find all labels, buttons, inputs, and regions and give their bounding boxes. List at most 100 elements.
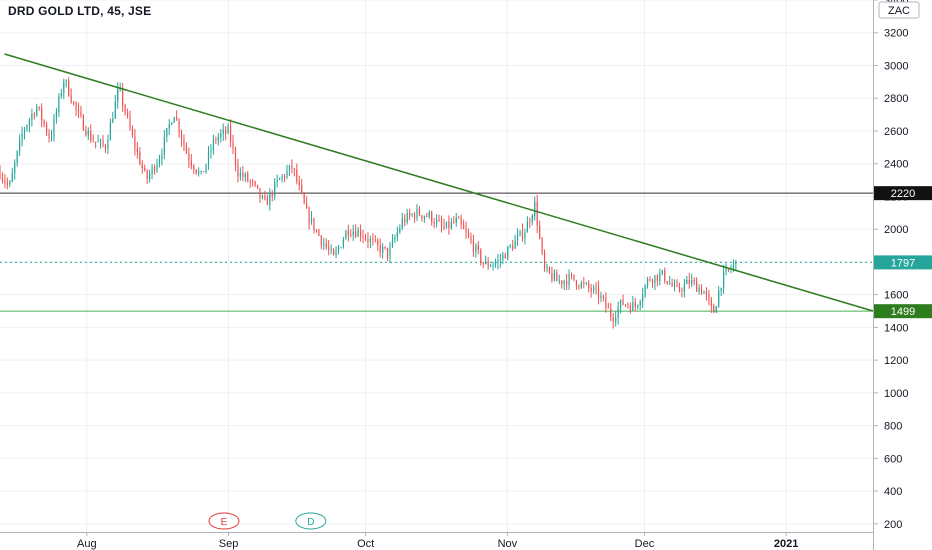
candle-body xyxy=(421,215,423,219)
candle-body xyxy=(156,164,158,171)
candle-body xyxy=(622,299,624,305)
candle-body xyxy=(431,212,433,223)
candle-body xyxy=(359,230,362,237)
candle-body xyxy=(144,168,146,171)
candle-body xyxy=(352,231,354,236)
candle-body xyxy=(673,284,676,286)
candle-body xyxy=(26,125,28,130)
candle-body xyxy=(97,141,99,143)
candle-body xyxy=(225,129,227,134)
candle-body xyxy=(404,218,406,223)
y-tick-label: 1200 xyxy=(884,355,908,367)
candle-body xyxy=(696,281,698,292)
y-tick-label: 2800 xyxy=(884,93,908,105)
candle-body xyxy=(308,208,310,223)
candle-body xyxy=(369,239,371,242)
candle-body xyxy=(104,145,107,149)
candle-body xyxy=(242,172,244,177)
horizontal-levels xyxy=(0,192,873,312)
candle-body xyxy=(296,169,298,182)
candle-body xyxy=(519,230,521,236)
candle-body xyxy=(281,175,283,179)
candle-body xyxy=(423,216,425,219)
candle-body xyxy=(16,151,18,163)
candle-body xyxy=(11,172,13,182)
candle-body xyxy=(607,307,609,309)
candle-body xyxy=(583,282,585,284)
candle-body xyxy=(485,261,487,264)
candle-body xyxy=(46,124,48,133)
candle-body xyxy=(347,230,349,236)
candle-body xyxy=(210,150,212,152)
candle-body xyxy=(698,287,700,292)
y-tick-label: 2400 xyxy=(884,159,908,171)
candle-body xyxy=(102,140,104,146)
candle-body xyxy=(325,243,327,247)
candle-body xyxy=(227,125,229,134)
candle-body xyxy=(666,281,668,284)
candle-body xyxy=(411,214,413,216)
candle-body xyxy=(14,162,16,173)
candle-body xyxy=(686,279,688,285)
candle-body xyxy=(364,237,367,239)
candle-body xyxy=(107,140,109,149)
candle-body xyxy=(85,130,87,135)
candle-body xyxy=(482,262,484,264)
candle-body xyxy=(669,283,671,284)
candle-body xyxy=(161,154,163,160)
candle-body xyxy=(234,148,237,166)
event-marker-E xyxy=(208,512,240,530)
currency-label: ZAC xyxy=(888,5,910,17)
candle-body xyxy=(200,171,202,172)
y-tick-label: 600 xyxy=(884,453,902,465)
candle-body xyxy=(578,286,580,288)
candle-body xyxy=(301,185,303,194)
candle-body xyxy=(389,246,391,257)
candle-body xyxy=(237,165,239,177)
candle-body xyxy=(149,173,151,180)
event-marker-D xyxy=(295,512,327,530)
candle-body xyxy=(575,280,578,287)
candle-body xyxy=(163,136,165,155)
y-tick-label: 1400 xyxy=(884,322,908,334)
candle-body xyxy=(634,302,636,307)
price-badges: 2220 1797 1499 xyxy=(874,186,932,319)
candle-body xyxy=(212,139,215,151)
candle-body xyxy=(409,212,411,216)
candle-body xyxy=(276,179,278,183)
candle-body xyxy=(271,192,273,197)
candle-body xyxy=(391,240,394,247)
candle-body xyxy=(568,274,570,285)
candle-body xyxy=(732,264,735,269)
candle-body xyxy=(676,284,678,286)
candle-body xyxy=(283,175,286,178)
candle-body xyxy=(521,230,524,239)
candle-body xyxy=(691,279,693,284)
candle-body xyxy=(715,306,717,313)
candle-body xyxy=(661,270,663,274)
candle-body xyxy=(703,291,705,294)
candle-body xyxy=(153,166,156,171)
candle-body xyxy=(247,173,249,182)
candle-body xyxy=(440,220,443,227)
candle-body xyxy=(399,228,401,233)
candle-body xyxy=(605,297,607,308)
candle-body xyxy=(60,93,62,97)
candle-body xyxy=(656,275,658,282)
candle-body xyxy=(274,182,276,197)
candle-body xyxy=(428,212,430,217)
candle-body xyxy=(266,199,268,205)
candle-body xyxy=(173,117,175,123)
candle-body xyxy=(313,218,315,231)
candle-body xyxy=(342,239,345,248)
candle-body xyxy=(183,139,185,146)
candle-body xyxy=(723,271,725,288)
candle-body xyxy=(355,231,357,237)
candle-body xyxy=(659,273,661,282)
candle-body xyxy=(590,288,592,292)
candle-body xyxy=(259,188,261,198)
candle-body xyxy=(561,280,563,284)
candle-body xyxy=(416,208,418,219)
candle-body xyxy=(151,166,153,174)
